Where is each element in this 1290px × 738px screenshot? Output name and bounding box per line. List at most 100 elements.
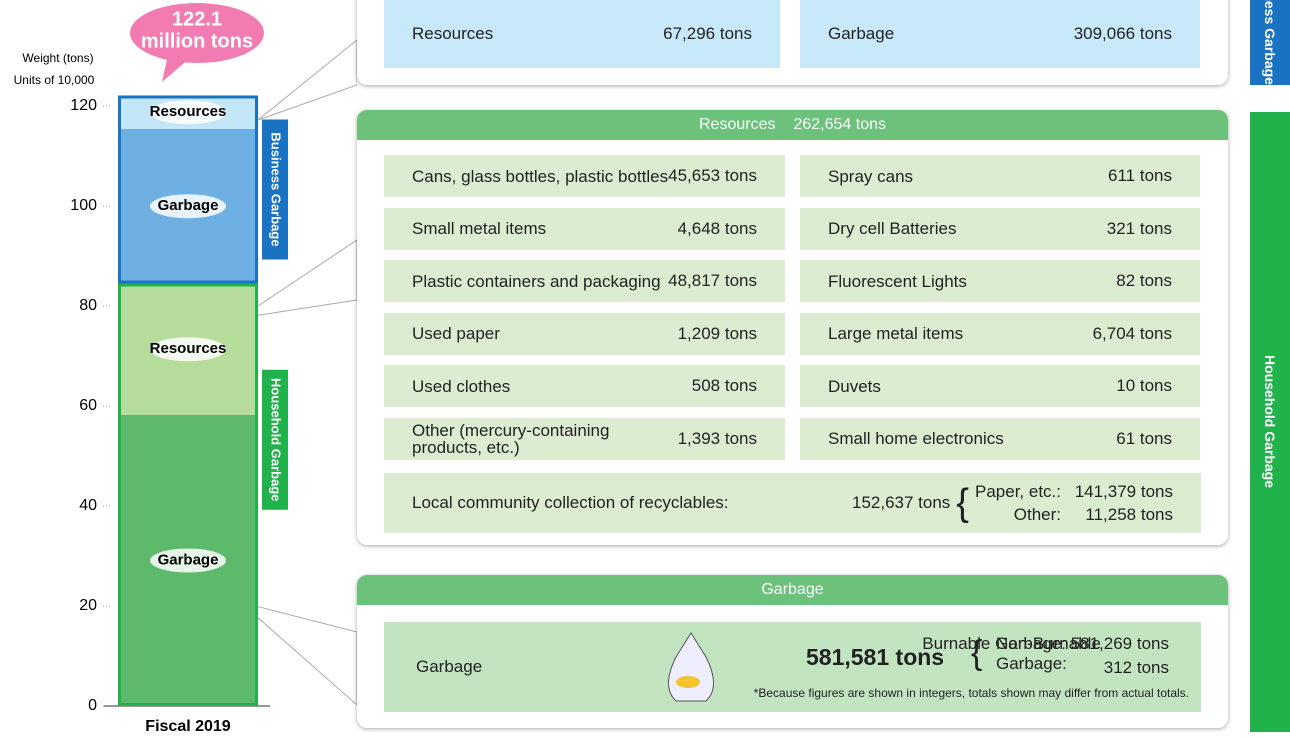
cell-label: Dry cell Batteries [828, 219, 957, 238]
group-tag [262, 119, 288, 260]
cell-label: Resources [412, 24, 494, 43]
resource-cell: Spray cans 611 tons [800, 155, 1200, 197]
resource-cell: Other (mercury-containing products, etc.… [384, 417, 785, 460]
y-label: Weight (tons) [22, 51, 93, 65]
cell-amount: 48,817 tons [668, 271, 757, 290]
resources-panel: Resources 262,654 tons Cans, glass bottle… [357, 110, 1228, 545]
cell-label: Garbage [828, 24, 895, 43]
breakdown-amount: 141,379 tons [1074, 482, 1173, 501]
resource-cell: Small home electronics 61 tons [800, 417, 1200, 460]
y-tick-label: 40 [79, 497, 97, 514]
y-tick-label: 100 [70, 197, 97, 214]
cell-label: Duvets [828, 376, 881, 396]
resource-cell: Duvets 10 tons [800, 365, 1200, 407]
cell-amount: 309,066 tons [1073, 24, 1172, 43]
brace: { [956, 481, 969, 524]
breakdown-label: Other: [1013, 505, 1061, 524]
segment-label: Garbage [158, 197, 219, 214]
y-tick-label: 0 [88, 697, 97, 714]
side-text: Business Garbage [1262, 0, 1278, 85]
cell-label: Large metal items [828, 324, 964, 343]
group-border [118, 283, 258, 706]
segment-label: Resources [150, 340, 227, 357]
cell-amount: 61 tons [1116, 428, 1172, 448]
cell-label: Cans, glass bottles, plastic bottles [412, 166, 669, 186]
group-tag [262, 369, 288, 510]
total-label: million tons [141, 30, 253, 52]
resource-cell: Used paper 1,209 tons [384, 312, 785, 355]
cell-label: Used paper [412, 324, 500, 343]
cell-label: Small home electronics [828, 429, 1004, 448]
resource-cell: Cans, glass bottles, plastic bottles 45,6… [384, 155, 785, 197]
breakdown-amount: 581,269 tons [1070, 634, 1169, 653]
y-tick-label: 120 [70, 97, 97, 114]
breakdown-row: Paper, etc.: 141,379 tons [975, 480, 1173, 503]
resource-cell: Small metal items 4,648 tons [384, 207, 785, 250]
y-tick-label: 60 [79, 397, 97, 414]
cell-amount: 4,648 tons [677, 218, 757, 238]
cell-label: Small metal items [412, 219, 547, 238]
resource-cell: Fluorescent Lights 82 tons [800, 260, 1200, 302]
connector [257, 39, 357, 121]
community-cell: Local community collection of recyclable… [384, 473, 1201, 533]
cell-label: Plastic containers and packaging [412, 271, 661, 291]
breakdown-row: Burnable Garbage: 581,269 tons [809, 634, 1169, 654]
garbage-total: 581,581 tons [806, 644, 945, 670]
y-tick-label: 80 [79, 297, 97, 314]
cell-label: Other (mercury-containing products, etc.… [412, 420, 610, 457]
footnote: *Because figures are shown in integers, … [753, 686, 1189, 700]
breakdown-label: Non-Burnable Garbage: [996, 634, 1101, 673]
garbage-panel: Garbage Garbage 581,581 tons { Non-Burna… [357, 575, 1228, 728]
panel-title: Resources [698, 116, 776, 133]
resource-cell: Used clothes 508 tons [384, 365, 785, 407]
panel-title: Garbage [761, 581, 824, 598]
side-label: Business Garbage [1250, 0, 1290, 85]
resource-cell: Plastic containers and packaging 48,817 t… [384, 260, 785, 302]
group-label: Household Garbage [269, 378, 284, 502]
total-label: 122.1 [172, 8, 222, 30]
cell-amount: 82 tons [1116, 271, 1172, 290]
x-tick-label: Fiscal 2019 [145, 718, 231, 735]
cell-label: Spray cans [828, 166, 914, 186]
total-callout [130, 3, 264, 63]
y-unit: Units of 10,000 [14, 73, 95, 87]
breakdown-label: Burnable Garbage: [922, 634, 1066, 653]
segment-label-bg [150, 337, 226, 362]
garbage-detail: 581,581 tons { Non-Burnable Garbage: Bur… [726, 622, 1189, 712]
breakdown-row: Other: 11,258 tons [975, 503, 1173, 526]
cell-amount: 508 tons [691, 376, 757, 395]
breakdown-amount: 312 tons [1103, 658, 1169, 677]
group-border [118, 95, 258, 284]
y-tick-label: 20 [79, 597, 97, 614]
segment-label-bg [150, 100, 226, 125]
cell-label: Fluorescent Lights [828, 271, 967, 291]
breakdown-label: Paper, etc.: [975, 482, 1061, 501]
breakdown-amount: 11,258 tons [1085, 505, 1173, 524]
chart: Weight (tons) Units of 10,000 0 20 40 60 80 1… [14, 3, 357, 735]
cell-amount: 10 tons [1116, 376, 1172, 395]
connector [239, 239, 357, 319]
community-amount: 152,637 tons [851, 493, 951, 512]
panel-header: Garbage [357, 575, 1228, 605]
cell-label: Garbage [416, 657, 483, 676]
cell-amount: 45,653 tons [668, 166, 757, 185]
side-label: Household Garbage [1250, 112, 1290, 732]
panel-header: Resources 262,654 tons [357, 110, 1228, 140]
cell-amount: 321 tons [1106, 218, 1172, 238]
cell-amount: 67,296 tons [663, 24, 752, 43]
cell-amount: 1,209 tons [677, 323, 757, 343]
resource-cell: Large metal items 6,704 tons [800, 312, 1200, 355]
segment-label: Garbage [158, 551, 219, 568]
business-cell: Resources 67,296 tons [384, 0, 780, 68]
icon [668, 632, 714, 702]
community-breakdown: Paper, etc.: 141,379 tons Other: 11,258 ton… [975, 480, 1173, 526]
resource-cell: Dry cell Batteries 321 tons [800, 207, 1200, 250]
segment-label: Resources [150, 103, 227, 120]
cell-amount: 611 tons [1108, 166, 1172, 185]
brace: { [971, 634, 983, 672]
side-text: Household Garbage [1262, 355, 1278, 489]
cell-label: Used clothes [412, 376, 511, 396]
cell-amount: 6,704 tons [1092, 323, 1172, 343]
cell-amount: 1,393 tons [677, 428, 757, 448]
